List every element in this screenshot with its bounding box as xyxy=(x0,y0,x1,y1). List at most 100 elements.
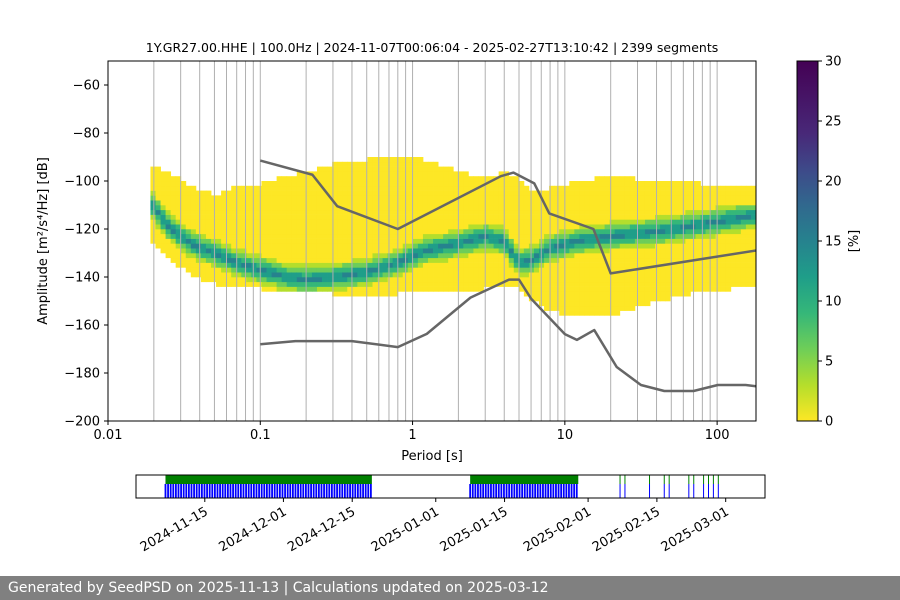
psd-cell xyxy=(549,190,555,196)
psd-cell xyxy=(216,229,222,235)
psd-cell xyxy=(397,190,404,196)
psd-cell xyxy=(170,233,177,239)
psd-cell xyxy=(750,267,756,273)
psd-cell xyxy=(675,185,681,191)
psd-cell xyxy=(281,219,288,225)
psd-cell xyxy=(427,253,434,259)
psd-cell xyxy=(337,253,343,259)
psd-cell xyxy=(286,243,293,249)
psd-cell xyxy=(478,219,484,225)
psd-cell xyxy=(427,219,434,225)
psd-cell xyxy=(216,243,222,249)
psd-cell xyxy=(725,262,732,268)
psd-cell xyxy=(417,248,424,254)
psd-cell xyxy=(382,257,389,263)
psd-cell xyxy=(498,205,505,211)
psd-cell xyxy=(422,171,429,177)
y-tick-label: −140 xyxy=(64,271,100,286)
psd-cell xyxy=(205,277,212,283)
psd-cell xyxy=(357,253,363,259)
psd-cell xyxy=(342,166,348,172)
psd-cell xyxy=(296,229,303,235)
psd-cell xyxy=(256,243,262,249)
psd-cell xyxy=(226,272,232,278)
psd-cell xyxy=(221,233,227,239)
psd-cell xyxy=(503,209,510,215)
psd-cell xyxy=(650,281,656,287)
psd-cell xyxy=(594,257,600,263)
psd-cell xyxy=(735,214,742,220)
psd-cell xyxy=(362,219,368,225)
psd-cell xyxy=(165,176,172,182)
psd-cell xyxy=(523,281,530,287)
psd-cell xyxy=(493,267,500,273)
psd-cell xyxy=(503,176,510,182)
psd-cell xyxy=(564,310,570,316)
psd-cell xyxy=(665,296,671,302)
psd-cell xyxy=(458,219,464,225)
psd-cell xyxy=(629,296,636,302)
psd-cell xyxy=(549,214,555,220)
psd-cell xyxy=(589,209,595,215)
psd-cell xyxy=(745,281,752,287)
psd-cell xyxy=(417,166,424,172)
psd-cell xyxy=(246,281,252,287)
psd-cell xyxy=(342,209,348,215)
psd-cell xyxy=(705,286,711,292)
psd-cell xyxy=(327,219,333,225)
psd-cell xyxy=(170,224,177,230)
psd-cell xyxy=(513,262,520,268)
psd-cell xyxy=(448,267,454,273)
psd-cell xyxy=(513,281,520,287)
psd-cell xyxy=(660,224,666,230)
psd-cell xyxy=(433,257,439,263)
psd-cell xyxy=(165,171,172,177)
psd-cell xyxy=(190,229,197,235)
psd-cell xyxy=(185,209,192,215)
psd-cell xyxy=(291,277,298,283)
psd-cell xyxy=(311,214,318,220)
psd-cell xyxy=(236,190,242,196)
psd-cell xyxy=(503,195,510,201)
psd-cell xyxy=(412,257,419,263)
psd-cell xyxy=(221,205,227,211)
psd-cell xyxy=(286,253,293,259)
psd-cell xyxy=(604,291,611,297)
psd-cell xyxy=(367,262,373,268)
psd-cell xyxy=(397,200,404,206)
psd-cell xyxy=(554,224,560,230)
psd-cell xyxy=(412,185,419,191)
psd-cell xyxy=(342,205,348,211)
psd-cell xyxy=(433,190,439,196)
psd-cell xyxy=(327,267,333,273)
psd-cell xyxy=(226,200,232,206)
psd-cell xyxy=(710,233,717,239)
psd-cell xyxy=(473,253,479,259)
psd-cell xyxy=(735,185,742,191)
psd-cell xyxy=(276,277,283,283)
psd-cell xyxy=(160,238,166,244)
psd-cell xyxy=(271,272,278,278)
psd-cell xyxy=(478,248,484,254)
psd-cell xyxy=(200,277,207,283)
psd-cell xyxy=(478,224,484,230)
psd-cell xyxy=(417,277,424,283)
psd-cell xyxy=(584,262,590,268)
psd-cell xyxy=(549,233,555,239)
psd-cell xyxy=(246,195,252,201)
psd-cell xyxy=(372,291,378,297)
psd-cell xyxy=(286,209,293,215)
psd-cell xyxy=(332,176,338,182)
psd-cell xyxy=(513,243,520,249)
psd-cell xyxy=(599,277,606,283)
psd-cell xyxy=(160,233,166,239)
psd-cell xyxy=(372,200,378,206)
psd-cell xyxy=(427,277,434,283)
psd-cell xyxy=(377,185,383,191)
psd-cell xyxy=(256,281,262,287)
psd-cell xyxy=(619,301,626,307)
psd-cell xyxy=(352,229,358,235)
psd-cell xyxy=(397,219,404,225)
psd-cell xyxy=(261,190,267,196)
psd-cell xyxy=(599,281,606,287)
